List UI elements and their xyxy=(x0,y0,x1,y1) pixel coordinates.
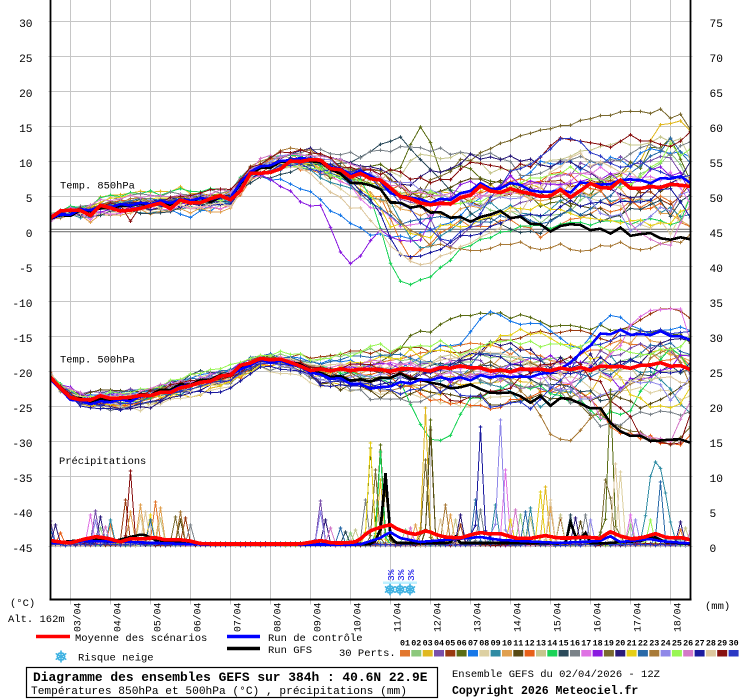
svg-text:03: 03 xyxy=(423,639,433,649)
svg-text:50: 50 xyxy=(710,194,724,206)
svg-text:10: 10 xyxy=(502,639,512,649)
svg-text:13/04: 13/04 xyxy=(473,602,484,632)
svg-text:25: 25 xyxy=(710,369,723,381)
svg-text:13: 13 xyxy=(536,639,546,649)
svg-text:3%: 3% xyxy=(396,569,407,581)
svg-text:28: 28 xyxy=(706,639,716,649)
svg-text:07: 07 xyxy=(468,639,478,649)
svg-text:18/04: 18/04 xyxy=(673,602,684,632)
svg-text:-45: -45 xyxy=(12,544,32,556)
svg-text:15: 15 xyxy=(19,124,32,136)
svg-text:08/04: 08/04 xyxy=(273,602,284,632)
svg-text:20: 20 xyxy=(710,404,724,416)
svg-text:09/04: 09/04 xyxy=(313,602,324,632)
svg-text:25: 25 xyxy=(19,54,32,66)
svg-text:30 Perts.: 30 Perts. xyxy=(339,648,396,660)
svg-text:12: 12 xyxy=(525,639,535,649)
svg-text:(°C): (°C) xyxy=(10,598,35,610)
svg-text:10/04: 10/04 xyxy=(353,602,364,632)
svg-text:16/04: 16/04 xyxy=(593,602,604,632)
svg-text:18: 18 xyxy=(593,639,603,649)
svg-text:0: 0 xyxy=(26,229,33,241)
svg-text:20: 20 xyxy=(19,89,33,101)
svg-text:05/04: 05/04 xyxy=(153,602,164,632)
svg-text:27: 27 xyxy=(695,639,705,649)
svg-text:04/04: 04/04 xyxy=(113,602,124,632)
svg-text:(mm): (mm) xyxy=(705,601,730,613)
svg-text:21: 21 xyxy=(627,639,637,649)
svg-text:30: 30 xyxy=(19,19,33,31)
svg-text:08: 08 xyxy=(479,639,489,649)
svg-text:16: 16 xyxy=(570,639,580,649)
svg-text:-35: -35 xyxy=(12,474,32,486)
svg-text:09: 09 xyxy=(491,639,501,649)
svg-text:26: 26 xyxy=(683,639,693,649)
svg-text:06/04: 06/04 xyxy=(193,602,204,632)
svg-text:Temp. 500hPa: Temp. 500hPa xyxy=(60,355,135,367)
svg-text:Risque neige: Risque neige xyxy=(78,653,154,665)
svg-text:01: 01 xyxy=(400,639,410,649)
svg-text:05: 05 xyxy=(445,639,455,649)
svg-text:-40: -40 xyxy=(12,509,32,521)
svg-text:06: 06 xyxy=(457,639,467,649)
svg-text:10: 10 xyxy=(19,159,33,171)
svg-text:03/04: 03/04 xyxy=(73,602,84,632)
svg-text:20: 20 xyxy=(615,639,625,649)
svg-text:30: 30 xyxy=(729,639,739,649)
svg-text:15: 15 xyxy=(710,439,723,451)
svg-text:04: 04 xyxy=(434,639,444,649)
svg-text:Temp. 850hPa: Temp. 850hPa xyxy=(60,181,135,193)
svg-text:55: 55 xyxy=(710,159,723,171)
svg-text:45: 45 xyxy=(710,229,723,241)
svg-text:12/04: 12/04 xyxy=(433,602,444,632)
svg-text:14/04: 14/04 xyxy=(513,602,524,632)
svg-text:15/04: 15/04 xyxy=(553,602,564,632)
svg-text:11: 11 xyxy=(513,639,523,649)
svg-text:02: 02 xyxy=(411,639,421,649)
svg-text:-20: -20 xyxy=(12,369,32,381)
svg-text:-30: -30 xyxy=(12,439,32,451)
svg-text:-5: -5 xyxy=(19,264,32,276)
svg-text:17/04: 17/04 xyxy=(633,602,644,632)
svg-text:35: 35 xyxy=(710,299,723,311)
svg-text:Précipitations: Précipitations xyxy=(59,456,146,468)
svg-text:-25: -25 xyxy=(12,404,32,416)
svg-text:0: 0 xyxy=(710,544,717,556)
svg-text:23: 23 xyxy=(649,639,659,649)
svg-text:Températures 850hPa et 500hPa: Températures 850hPa et 500hPa (°C) , pré… xyxy=(31,686,407,698)
svg-text:17: 17 xyxy=(581,639,591,649)
svg-text:70: 70 xyxy=(710,54,724,66)
svg-text:24: 24 xyxy=(661,639,671,649)
svg-text:Copyright 2026 Meteociel.fr: Copyright 2026 Meteociel.fr xyxy=(452,685,638,698)
svg-text:14: 14 xyxy=(547,639,557,649)
svg-text:-10: -10 xyxy=(12,299,32,311)
svg-text:11/04: 11/04 xyxy=(393,602,404,632)
svg-text:29: 29 xyxy=(717,639,727,649)
svg-text:10: 10 xyxy=(710,474,724,486)
svg-text:60: 60 xyxy=(710,124,724,136)
svg-text:Ensemble GEFS du 02/04/2026 -: Ensemble GEFS du 02/04/2026 - 12Z xyxy=(452,669,660,681)
svg-text:25: 25 xyxy=(672,639,682,649)
svg-text:65: 65 xyxy=(710,89,723,101)
svg-text:5: 5 xyxy=(26,194,33,206)
svg-text:Alt. 162m: Alt. 162m xyxy=(8,614,65,626)
svg-text:Moyenne des scénarios: Moyenne des scénarios xyxy=(75,633,207,645)
svg-text:3%: 3% xyxy=(386,569,397,581)
svg-text:30: 30 xyxy=(710,334,724,346)
svg-text:3%: 3% xyxy=(406,569,417,581)
svg-text:19: 19 xyxy=(604,639,614,649)
svg-text:40: 40 xyxy=(710,264,724,276)
svg-text:07/04: 07/04 xyxy=(233,602,244,632)
svg-text:75: 75 xyxy=(710,19,723,31)
svg-text:Run GFS: Run GFS xyxy=(268,645,312,657)
svg-text:Run de contrôle: Run de contrôle xyxy=(268,633,363,645)
svg-text:15: 15 xyxy=(559,639,569,649)
svg-text:Diagramme des ensembles GEFS s: Diagramme des ensembles GEFS sur 384h : … xyxy=(33,670,428,685)
svg-text:-15: -15 xyxy=(12,334,32,346)
svg-text:5: 5 xyxy=(710,509,717,521)
svg-text:22: 22 xyxy=(638,639,648,649)
